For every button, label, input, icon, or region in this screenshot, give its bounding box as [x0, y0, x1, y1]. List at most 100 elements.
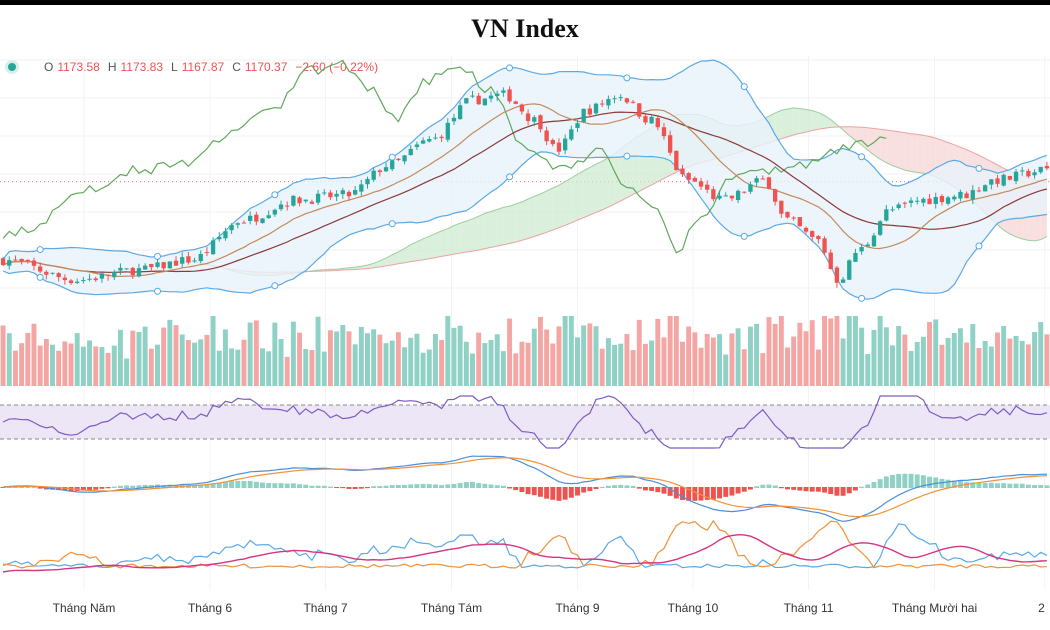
bollinger-marker: [271, 191, 279, 199]
macd-histogram-bar: [865, 484, 871, 488]
macd-histogram-bar: [87, 487, 93, 491]
candle-body: [600, 103, 605, 105]
candle-body: [550, 140, 555, 145]
volume-bar: [531, 328, 537, 386]
cloud-segment: [509, 204, 516, 244]
macd-histogram-bar: [105, 487, 111, 489]
volume-bar: [865, 354, 871, 386]
volume-bar: [260, 348, 265, 386]
candle-body: [303, 199, 308, 202]
volume-bar: [284, 356, 290, 386]
bollinger-marker: [858, 294, 866, 302]
macd-histogram-bar: [605, 485, 611, 488]
macd-histogram-bar: [877, 479, 883, 488]
macd-histogram-bar: [575, 487, 580, 496]
macd-histogram-bar: [62, 487, 68, 491]
cloud-segment: [367, 263, 374, 269]
volume-bar: [167, 319, 173, 386]
candle-body: [124, 268, 129, 270]
candle-body: [31, 260, 37, 266]
candle-body: [890, 209, 895, 211]
indicator-lines-layer: [2, 59, 1048, 278]
volume-bar: [661, 337, 667, 386]
candle-body: [538, 115, 543, 130]
volume-bar: [25, 332, 31, 386]
volume-bar: [1007, 338, 1013, 386]
candle-body: [921, 198, 926, 203]
candle-body: [513, 101, 518, 104]
volume-bar: [568, 316, 574, 386]
volume-bar: [717, 334, 723, 386]
macd-histogram-bar: [852, 487, 858, 491]
macd-histogram-bar: [482, 483, 488, 488]
candle-body: [637, 103, 642, 117]
candle-body: [760, 178, 765, 180]
volume-bar: [340, 325, 346, 386]
candle-body: [686, 173, 691, 180]
candle-body: [624, 98, 630, 103]
volume-bar: [933, 319, 939, 386]
volume-bar: [420, 352, 426, 386]
volume-bar: [927, 321, 933, 386]
volume-bar: [1001, 326, 1007, 386]
macd-histogram-bar: [655, 487, 661, 493]
macd-histogram-bar: [964, 482, 970, 488]
bollinger-marker: [975, 164, 983, 172]
cloud-segment: [911, 133, 918, 173]
volume-bar: [99, 346, 105, 386]
x-tick-label: Tháng 9: [555, 601, 599, 615]
candle-body: [1026, 170, 1031, 177]
macd-histogram-bar: [192, 485, 198, 488]
volume-bar: [710, 337, 716, 386]
candle-body: [371, 170, 376, 180]
volume-bar: [377, 334, 383, 386]
macd-histogram-bar: [204, 484, 210, 488]
macd-histogram-bar: [612, 485, 618, 488]
candle-body: [884, 209, 889, 221]
macd-histogram-bar: [395, 484, 401, 488]
volume-bar: [241, 339, 247, 386]
candle-body: [0, 258, 6, 265]
candle-body: [99, 273, 105, 279]
macd-histogram-bar: [778, 487, 784, 489]
volume-bar: [883, 327, 889, 386]
bollinger-marker: [975, 242, 983, 250]
macd-histogram-bar: [488, 484, 494, 488]
chikou-line: [2, 59, 887, 254]
volume-bar: [476, 332, 482, 386]
macd-histogram-bar: [741, 487, 747, 492]
candle-body: [859, 247, 864, 252]
candle-body: [989, 179, 994, 185]
candle-body: [729, 195, 735, 199]
macd-histogram-bar: [210, 483, 216, 488]
cloud-segment: [491, 209, 498, 248]
candle-body: [451, 117, 457, 122]
volume-bar: [439, 340, 445, 386]
candle-body: [278, 204, 284, 210]
volume-bar: [686, 326, 692, 386]
volume-bar: [309, 350, 315, 386]
cloud-segment: [775, 110, 782, 141]
high-value: 1173.83: [120, 60, 164, 74]
candle-body: [142, 265, 148, 270]
cloud-segment: [589, 164, 597, 215]
macd-histogram-bar: [25, 486, 31, 488]
cloud-segment: [528, 196, 535, 239]
span-b-line: [163, 126, 1048, 273]
bollinger-marker: [271, 282, 279, 290]
candle-body: [352, 190, 358, 195]
candle-body: [260, 218, 265, 224]
volume-bar: [920, 336, 926, 386]
macd-histogram-bar: [235, 480, 241, 488]
volume-bar: [840, 338, 846, 386]
macd-histogram-bar: [216, 482, 222, 488]
candle-body: [315, 193, 321, 203]
macd-histogram-bar: [797, 487, 803, 491]
macd-histogram-bar: [309, 485, 315, 488]
macd-histogram-bar: [519, 487, 525, 493]
series-dot-icon[interactable]: [8, 63, 16, 71]
macd-histogram-bar: [222, 481, 228, 488]
volume-bar: [148, 348, 154, 386]
volume-bar: [846, 316, 852, 386]
